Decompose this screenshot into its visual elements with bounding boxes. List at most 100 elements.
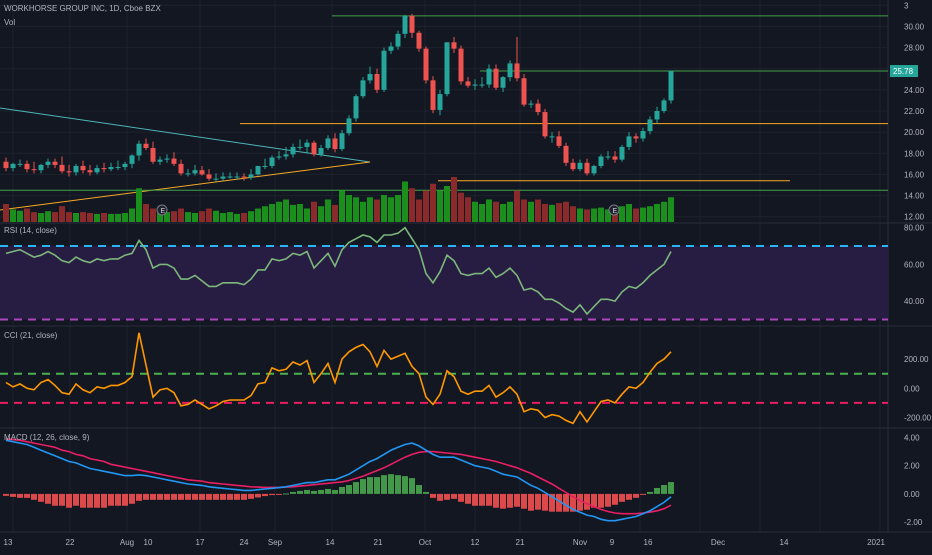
volume-bar [185, 212, 191, 222]
candle-body [591, 165, 597, 174]
macd-histogram-bar [234, 493, 240, 500]
macd-histogram-bar [409, 478, 415, 494]
volume-bar [423, 190, 429, 222]
candle-body [668, 71, 674, 101]
macd-histogram-bar [206, 493, 212, 500]
macd-histogram-bar [598, 493, 604, 508]
macd-histogram-bar [619, 493, 625, 502]
volume-bar [535, 199, 541, 222]
macd-histogram-bar [353, 482, 359, 494]
candle-body [206, 174, 212, 179]
candle-body [577, 162, 583, 170]
volume-bar [45, 211, 51, 222]
macd-histogram-bar [647, 491, 653, 494]
x-tick-label: 13 [4, 538, 13, 547]
macd-histogram-bar [465, 493, 471, 504]
cci-tick-label: -200.00 [904, 414, 932, 423]
candle-body [213, 178, 219, 180]
volume-bar [353, 197, 359, 222]
volume-bar [325, 199, 331, 222]
candle-body [647, 119, 653, 132]
candle-body [353, 96, 359, 119]
volume-bar [528, 201, 534, 222]
rsi-tick-label: 60.00 [904, 260, 925, 269]
candle-body [157, 159, 163, 162]
candle-body [500, 77, 506, 88]
last-price-label: 25.78 [893, 67, 914, 76]
candle-body [192, 170, 198, 174]
macd-tick-label: 2.00 [904, 462, 920, 471]
macd-histogram-bar [640, 493, 646, 495]
volume-bar [668, 197, 674, 222]
macd-histogram-bar [339, 486, 345, 494]
volume-bar [311, 201, 317, 222]
candle-body [570, 162, 576, 170]
macd-histogram-bar [633, 493, 639, 498]
candle-body [108, 167, 114, 170]
price-tick-label: 3 [904, 1, 909, 10]
volume-bar [122, 213, 128, 222]
candle-body [73, 165, 79, 173]
volume-bar [227, 212, 233, 222]
macd-histogram-bar [136, 493, 142, 501]
macd-histogram-bar [577, 493, 583, 511]
macd-histogram-bar [388, 474, 394, 494]
macd-histogram-bar [661, 485, 667, 494]
candle-body [283, 154, 289, 157]
volume-bar [178, 208, 184, 222]
price-tick-label: 20.00 [904, 128, 925, 137]
volume-bar [514, 190, 520, 222]
macd-histogram-bar [360, 479, 366, 494]
candle-body [661, 100, 667, 111]
volume-bar [591, 208, 597, 222]
macd-histogram-bar [115, 493, 121, 506]
macd-histogram-bar [108, 493, 114, 506]
candle-body [325, 138, 331, 148]
x-tick-label: 21 [516, 538, 525, 547]
volume-bar [563, 201, 569, 222]
macd-histogram-bar [626, 493, 632, 500]
candle-body [220, 176, 226, 179]
volume-bar [542, 204, 548, 222]
x-tick-label: 10 [144, 538, 153, 547]
x-tick-label: 16 [644, 538, 653, 547]
macd-histogram-bar [528, 493, 534, 511]
candle-body [143, 143, 149, 148]
candle-body [178, 163, 184, 174]
candle-body [563, 145, 569, 163]
volume-bar [507, 201, 513, 222]
macd-histogram-bar [185, 493, 191, 500]
macd-histogram-bar [290, 491, 296, 494]
candle-body [430, 80, 436, 110]
price-tick-label: 12.00 [904, 213, 925, 222]
volume-bar [66, 212, 72, 222]
candle-body [185, 173, 191, 175]
volume-bar [31, 212, 37, 222]
volume-bar [556, 203, 562, 222]
candle-body [80, 165, 86, 171]
macd-histogram-bar [332, 489, 338, 494]
x-tick-label: 17 [196, 538, 205, 547]
candle-body [276, 156, 282, 158]
macd-histogram-bar [262, 493, 268, 497]
volume-bar [129, 208, 135, 222]
macd-histogram-bar [213, 493, 219, 500]
volume-bar [297, 204, 303, 222]
volume-bar [521, 199, 527, 222]
earnings-marker-label: E [161, 208, 166, 215]
rsi-band [0, 246, 888, 320]
macd-histogram-bar [73, 493, 79, 506]
candle-body [38, 164, 44, 171]
volume-bar [276, 201, 282, 222]
x-tick-label: Oct [419, 538, 432, 547]
candle-body [241, 176, 247, 178]
price-tick-label: 16.00 [904, 170, 925, 179]
volume-bar [38, 213, 44, 222]
symbol-title: WORKHORSE GROUP INC, 1D, Cboe BZX [4, 4, 161, 13]
volume-bar [10, 209, 16, 222]
macd-histogram-bar [668, 482, 674, 494]
x-tick-label: 2021 [867, 538, 885, 547]
volume-bar [3, 204, 9, 222]
cci-title: CCI (21, close) [4, 331, 58, 340]
